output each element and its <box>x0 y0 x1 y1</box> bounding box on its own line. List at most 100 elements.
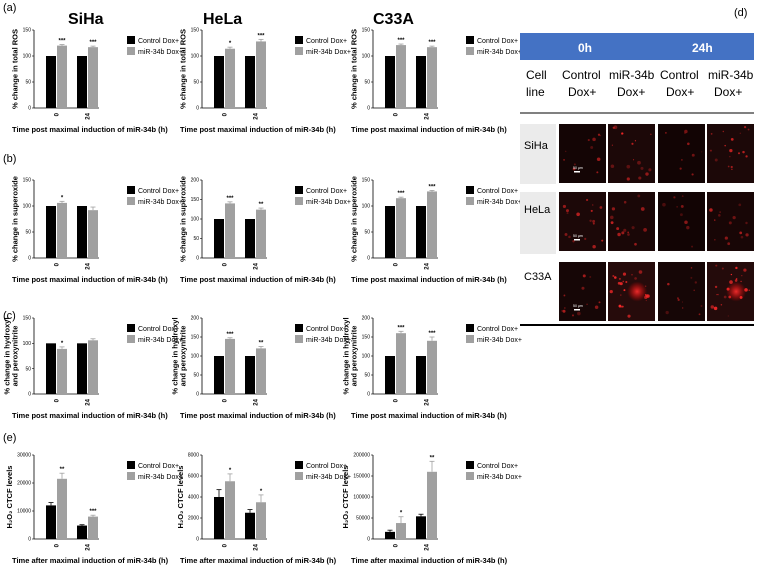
y-tick-label: 20000 <box>17 481 31 487</box>
x-axis-label: Time post maximal induction of miR-34b (… <box>180 411 336 420</box>
fluorescence-spot <box>581 286 585 290</box>
y-tick-label: 150 <box>191 197 200 203</box>
y-tick-label: 150 <box>362 335 371 341</box>
fluorescence-spot <box>727 242 731 246</box>
micrograph-background <box>559 262 606 321</box>
fluorescence-spot <box>563 294 566 297</box>
fluorescence-spot <box>684 220 688 224</box>
fluorescence-spot <box>621 132 624 135</box>
chart-a-c33a: 0 50 100 150% change in total ROS *** 0 *** 24 T… <box>350 28 522 134</box>
x-axis-label: Time post maximal induction of miR-34b (… <box>12 125 168 134</box>
y-tick-label: 100000 <box>353 495 370 501</box>
fluorescence-spot <box>645 299 647 302</box>
fluorescence-spot <box>617 232 621 237</box>
y-tick-label: 50 <box>25 366 31 372</box>
fluorescence-spot <box>673 196 676 199</box>
fluorescence-spot <box>718 214 721 217</box>
bar-control-0h <box>385 531 395 539</box>
bar-mir34b-0h <box>225 481 235 539</box>
chart-e-siha: 0 10000 20000 30000 H₂O₂ CTCF levels ** 0 *** 24… <box>5 453 183 565</box>
fluorescence-spot <box>681 195 684 197</box>
fluorescence-spot <box>638 270 643 274</box>
y-tick-label: 10000 <box>17 509 31 515</box>
x-axis-label: Time after maximal induction of miR-34b … <box>351 556 508 565</box>
x-tick-label: 24 <box>254 262 260 269</box>
legend-swatch-control <box>466 324 474 332</box>
bar-mir34b-0h <box>225 48 235 108</box>
legend-swatch-mir34b <box>295 472 303 480</box>
x-tick-label: 24 <box>86 112 92 119</box>
fluorescence-spot <box>618 277 621 280</box>
fluorescence-spot <box>582 274 586 278</box>
fluorescence-spot <box>618 304 622 308</box>
significance-mark: *** <box>226 332 234 338</box>
bar-mir34b-24h <box>256 41 266 108</box>
y-tick-label: 0 <box>28 106 31 112</box>
row-label-hela: HeLa <box>524 204 551 216</box>
fluorescence-spot <box>584 237 587 240</box>
y-tick-label: 100 <box>191 354 200 360</box>
bar-control-0h <box>214 497 224 539</box>
micrograph-background <box>707 192 754 251</box>
fluorescence-spot <box>621 231 625 235</box>
fluorescence-spot <box>592 137 596 142</box>
fluorescence-spot <box>612 126 615 129</box>
fluorescence-spot <box>627 314 631 318</box>
fluorescence-spot <box>710 305 715 309</box>
bar-control-0h <box>385 356 395 394</box>
y-tick-label: 200000 <box>353 453 370 459</box>
scale-bar <box>574 309 580 311</box>
legend-swatch-mir34b <box>295 47 303 55</box>
y-tick-label: 150 <box>23 316 32 322</box>
legend-swatch-mir34b <box>295 197 303 205</box>
fluorescence-spot <box>737 152 741 155</box>
fluorescence-spot <box>742 150 745 154</box>
fluorescence-spot <box>713 306 718 311</box>
bar-mir34b-0h <box>57 202 67 258</box>
significance-mark: * <box>400 511 403 517</box>
fluorescence-spot <box>634 140 637 142</box>
fluorescence-spot <box>589 275 592 278</box>
significance-mark: ** <box>430 455 435 461</box>
x-tick-label: 0 <box>55 262 61 266</box>
fluorescence-spot <box>690 267 693 269</box>
legend-label-control: Control Dox+ <box>306 463 347 470</box>
chart-b-siha: 0 50 100 150% change in superoxide * 0 24 Time … <box>11 176 183 284</box>
y-tick-label: 100 <box>191 217 200 223</box>
fluorescence-spot <box>609 289 613 294</box>
fluorescence-spot <box>691 245 694 248</box>
bar-control-24h <box>77 206 87 258</box>
y-tick-label: 6000 <box>188 474 199 480</box>
fluorescence-spot <box>684 132 686 134</box>
time-header-24h: 24h <box>692 41 713 55</box>
bar-mir34b-24h <box>427 471 437 539</box>
bar-mir34b-24h <box>427 340 437 394</box>
fluorescence-spot <box>623 200 627 204</box>
fluorescence-spot <box>728 221 732 225</box>
fluorescence-spot <box>585 198 589 202</box>
x-tick-label: 24 <box>425 543 431 550</box>
legend-label-mir34b: miR-34b Dox+ <box>306 337 351 344</box>
micrograph-panel: 0h 24h Cell line Control Dox+ miR-34b Do… <box>520 33 754 326</box>
fluorescence-spot <box>693 289 695 292</box>
micrograph-c33a-1: 50 µm <box>559 262 606 321</box>
col-header-1-line1: Cell <box>526 68 547 82</box>
y-tick-label: 100 <box>23 204 32 210</box>
fluorescence-spot <box>690 276 693 279</box>
fluorescence-spot <box>623 228 627 232</box>
bar-control-0h <box>46 505 56 539</box>
fluorescence-spot <box>698 313 701 316</box>
fluorescence-spot <box>566 212 569 215</box>
fluorescence-spot <box>613 125 618 130</box>
bar-mir34b-0h <box>57 348 67 394</box>
micrograph-c33a-4 <box>707 262 754 321</box>
bar-control-24h <box>416 516 426 539</box>
row-label-siha: SiHa <box>524 140 549 152</box>
bar-mir34b-24h <box>88 210 98 258</box>
y-tick-label: 30000 <box>17 453 31 459</box>
y-tick-label: 100 <box>191 54 200 60</box>
x-tick-label: 24 <box>254 112 260 119</box>
col-header-4-line1: Control <box>660 68 699 82</box>
fluorescence-spot <box>611 144 613 146</box>
